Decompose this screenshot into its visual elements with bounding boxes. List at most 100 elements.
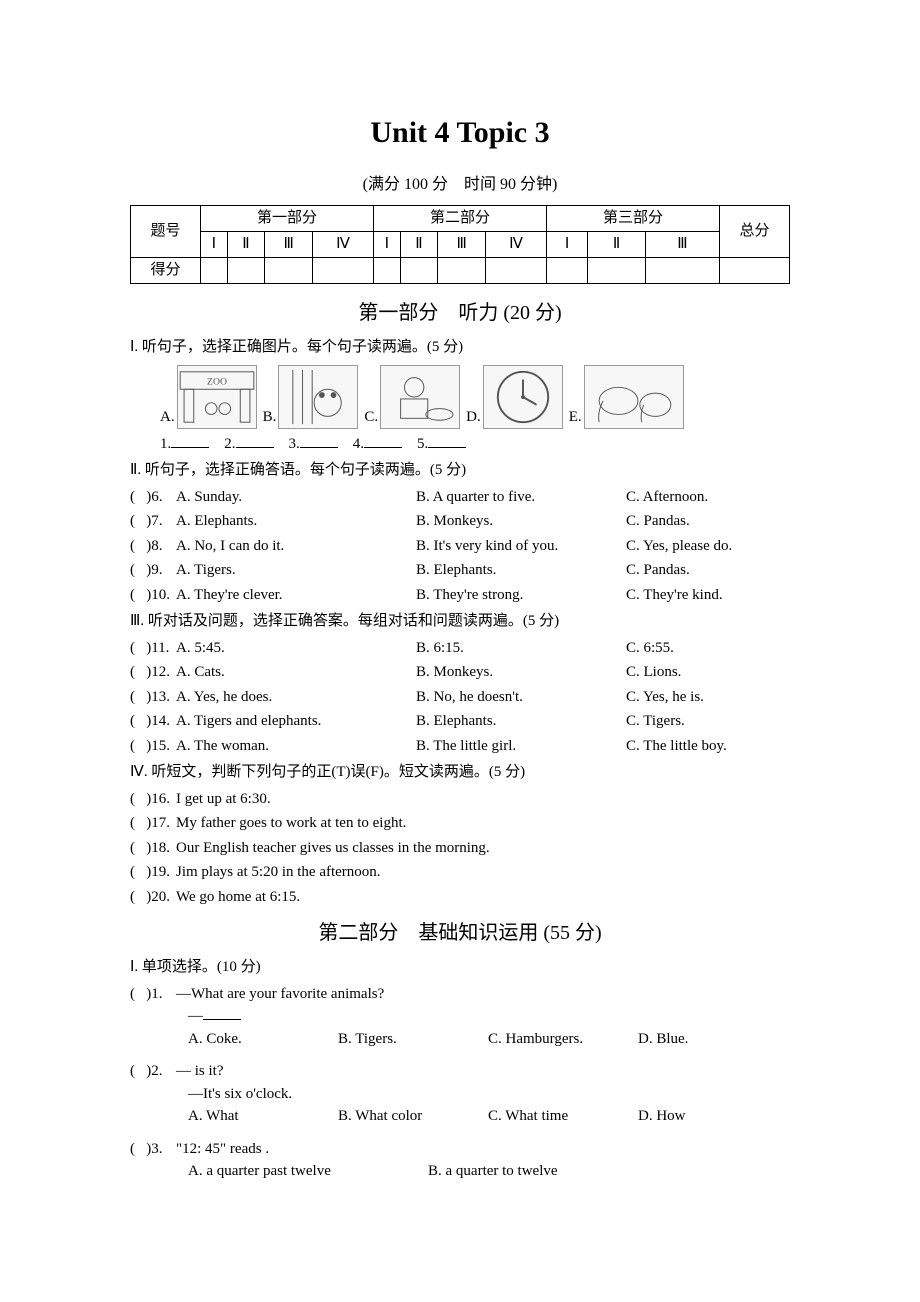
tf-row: ( )17.My father goes to work at ten to e… — [130, 812, 790, 835]
opt-b: B. Elephants. — [416, 710, 626, 733]
question-row: ( )15.A. The woman.B. The little girl.C.… — [130, 735, 790, 758]
question-row: ( )12.A. Cats.B. Monkeys.C. Lions. — [130, 661, 790, 684]
opt-a: A. Tigers and elephants. — [176, 710, 416, 733]
section2-header: 第二部分 基础知识运用 (55 分) — [130, 918, 790, 948]
eating-image — [380, 365, 460, 429]
col: Ⅱ — [227, 232, 264, 258]
row-label: 题号 — [131, 206, 201, 258]
opt-b: B. The little girl. — [416, 735, 626, 758]
clock-image — [483, 365, 563, 429]
opt-c: C. The little boy. — [626, 735, 790, 758]
opt-c: C. Tigers. — [626, 710, 790, 733]
zoo-image: ZOO — [177, 365, 257, 429]
score-cell[interactable] — [645, 258, 719, 284]
score-cell[interactable] — [313, 258, 374, 284]
opt-c: C. Hamburgers. — [488, 1028, 638, 1051]
score-cell[interactable] — [588, 258, 646, 284]
answer-paren[interactable]: ( )12. — [130, 661, 176, 684]
answer-paren[interactable]: ( )8. — [130, 535, 176, 558]
blank-4[interactable] — [364, 433, 402, 448]
blank-3[interactable] — [300, 433, 338, 448]
opt-d: D. Blue. — [638, 1028, 788, 1051]
section1-header: 第一部分 听力 (20 分) — [130, 298, 790, 328]
opt-b: B. No, he doesn't. — [416, 686, 626, 709]
score-cell[interactable] — [546, 258, 587, 284]
score-cell[interactable] — [400, 258, 437, 284]
opt-a: A. a quarter past twelve — [188, 1160, 428, 1183]
question-row: ( )10.A. They're clever.B. They're stron… — [130, 584, 790, 607]
panda-image — [278, 365, 358, 429]
opt-d: D. How — [638, 1105, 788, 1128]
answer-paren[interactable]: ( )20. — [130, 886, 176, 909]
answer-paren[interactable]: ( )2. — [130, 1060, 176, 1083]
mc-question-2: ( )2. — is it? —It's six o'clock. A. Wha… — [130, 1060, 790, 1128]
option-label: C. — [364, 406, 378, 429]
opt-b: B. a quarter to twelve — [428, 1160, 668, 1183]
opt-a: A. Sunday. — [176, 486, 416, 509]
question-row: ( )9.A. Tigers.B. Elephants.C. Pandas. — [130, 559, 790, 582]
answer-paren[interactable]: ( )6. — [130, 486, 176, 509]
blank-2[interactable] — [236, 433, 274, 448]
answer-paren[interactable]: ( )19. — [130, 861, 176, 884]
opt-a: A. They're clever. — [176, 584, 416, 607]
opt-a: A. Tigers. — [176, 559, 416, 582]
blank-1-label: 1. — [160, 436, 171, 452]
option-label: E. — [569, 406, 582, 429]
opt-a: A. Coke. — [188, 1028, 338, 1051]
mc-question-1: ( )1. —What are your favorite animals? —… — [130, 983, 790, 1051]
answer-paren[interactable]: ( )9. — [130, 559, 176, 582]
answer-paren[interactable]: ( )3. — [130, 1138, 176, 1161]
score-cell[interactable] — [227, 258, 264, 284]
score-cell[interactable] — [720, 258, 790, 284]
blank-2-label: 2. — [224, 436, 235, 452]
tf-text: Jim plays at 5:20 in the afternoon. — [176, 861, 381, 884]
score-cell[interactable] — [486, 258, 547, 284]
answer-paren[interactable]: ( )18. — [130, 837, 176, 860]
answer-paren[interactable]: ( )13. — [130, 686, 176, 709]
score-cell[interactable] — [373, 258, 400, 284]
part3-header: 第三部分 — [546, 206, 719, 232]
q1-line1: —What are your favorite animals? — [176, 983, 790, 1006]
answer-paren[interactable]: ( )11. — [130, 637, 176, 660]
opt-b: B. They're strong. — [416, 584, 626, 607]
tf-text: My father goes to work at ten to eight. — [176, 812, 406, 835]
picture-options: A. ZOO B. C. D. E. — [160, 365, 790, 429]
blank-5[interactable] — [428, 433, 466, 448]
col: Ⅲ — [438, 232, 486, 258]
q1-line2: — — [188, 1005, 790, 1028]
q2-line2: —It's six o'clock. — [188, 1083, 790, 1106]
total-header: 总分 — [720, 206, 790, 258]
q2-line1: — is it? — [176, 1060, 790, 1083]
option-label: D. — [466, 406, 481, 429]
option-c: C. — [364, 365, 460, 429]
answer-paren[interactable]: ( )17. — [130, 812, 176, 835]
q3-line1: "12: 45" reads . — [176, 1138, 790, 1161]
opt-a: A. No, I can do it. — [176, 535, 416, 558]
tf-text: Our English teacher gives us classes in … — [176, 837, 490, 860]
blank[interactable] — [203, 1005, 241, 1020]
opt-a: A. Cats. — [176, 661, 416, 684]
answer-paren[interactable]: ( )14. — [130, 710, 176, 733]
score-cell[interactable] — [265, 258, 313, 284]
score-cell[interactable] — [201, 258, 228, 284]
answer-paren[interactable]: ( )7. — [130, 510, 176, 533]
s2p1-instruction: Ⅰ. 单项选择。(10 分) — [130, 956, 790, 979]
col: Ⅰ — [201, 232, 228, 258]
opt-c: C. Pandas. — [626, 559, 790, 582]
s1p4-instruction: Ⅳ. 听短文，判断下列句子的正(T)误(F)。短文读两遍。(5 分) — [130, 761, 790, 784]
score-cell[interactable] — [438, 258, 486, 284]
question-row: ( )7.A. Elephants.B. Monkeys.C. Pandas. — [130, 510, 790, 533]
answer-paren[interactable]: ( )10. — [130, 584, 176, 607]
opt-b: B. A quarter to five. — [416, 486, 626, 509]
tf-text: We go home at 6:15. — [176, 886, 300, 909]
blank-4-label: 4. — [353, 436, 364, 452]
blank-1[interactable] — [171, 433, 209, 448]
option-e: E. — [569, 365, 684, 429]
answer-paren[interactable]: ( )1. — [130, 983, 176, 1006]
answer-paren[interactable]: ( )16. — [130, 788, 176, 811]
col: Ⅰ — [546, 232, 587, 258]
answer-paren[interactable]: ( )15. — [130, 735, 176, 758]
opt-a: A. 5:45. — [176, 637, 416, 660]
option-d: D. — [466, 365, 563, 429]
question-row: ( )8.A. No, I can do it.B. It's very kin… — [130, 535, 790, 558]
